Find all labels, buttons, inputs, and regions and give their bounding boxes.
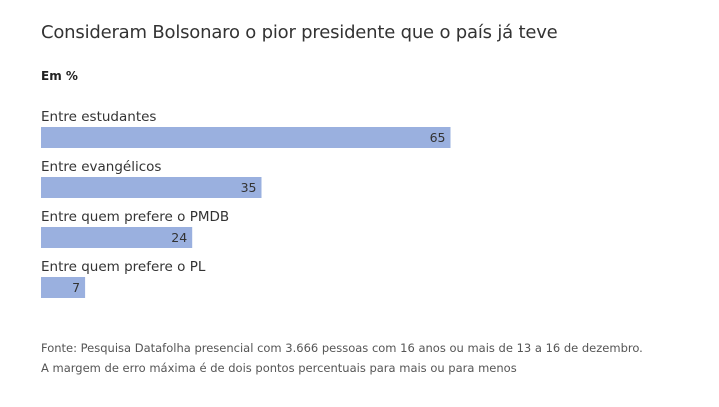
chart-source-note: Fonte: Pesquisa Datafolha presencial com… <box>41 341 643 375</box>
chart-subtitle: Em % <box>41 69 78 83</box>
bar <box>41 127 451 148</box>
bar <box>41 227 193 248</box>
chart-title: Consideram Bolsonaro o pior presidente q… <box>41 22 558 43</box>
bar-value-label: 65 <box>430 130 446 145</box>
category-label: Entre estudantes <box>41 109 156 125</box>
category-label: Entre quem prefere o PMDB <box>41 209 229 225</box>
category-label: Entre quem prefere o PL <box>41 259 206 275</box>
bar-chart-svg: Entre estudantes 65 Entre evangélicos 35 Ent… <box>41 109 451 298</box>
bar-value-label: 7 <box>72 280 80 295</box>
bar-value-label: 35 <box>241 180 257 195</box>
bar <box>41 277 86 298</box>
bar-chart: Entre estudantes 65 Entre evangélicos 35 Ent… <box>41 106 681 306</box>
bar <box>41 177 262 198</box>
bar-value-label: 24 <box>171 230 187 245</box>
category-label: Entre evangélicos <box>41 159 161 175</box>
